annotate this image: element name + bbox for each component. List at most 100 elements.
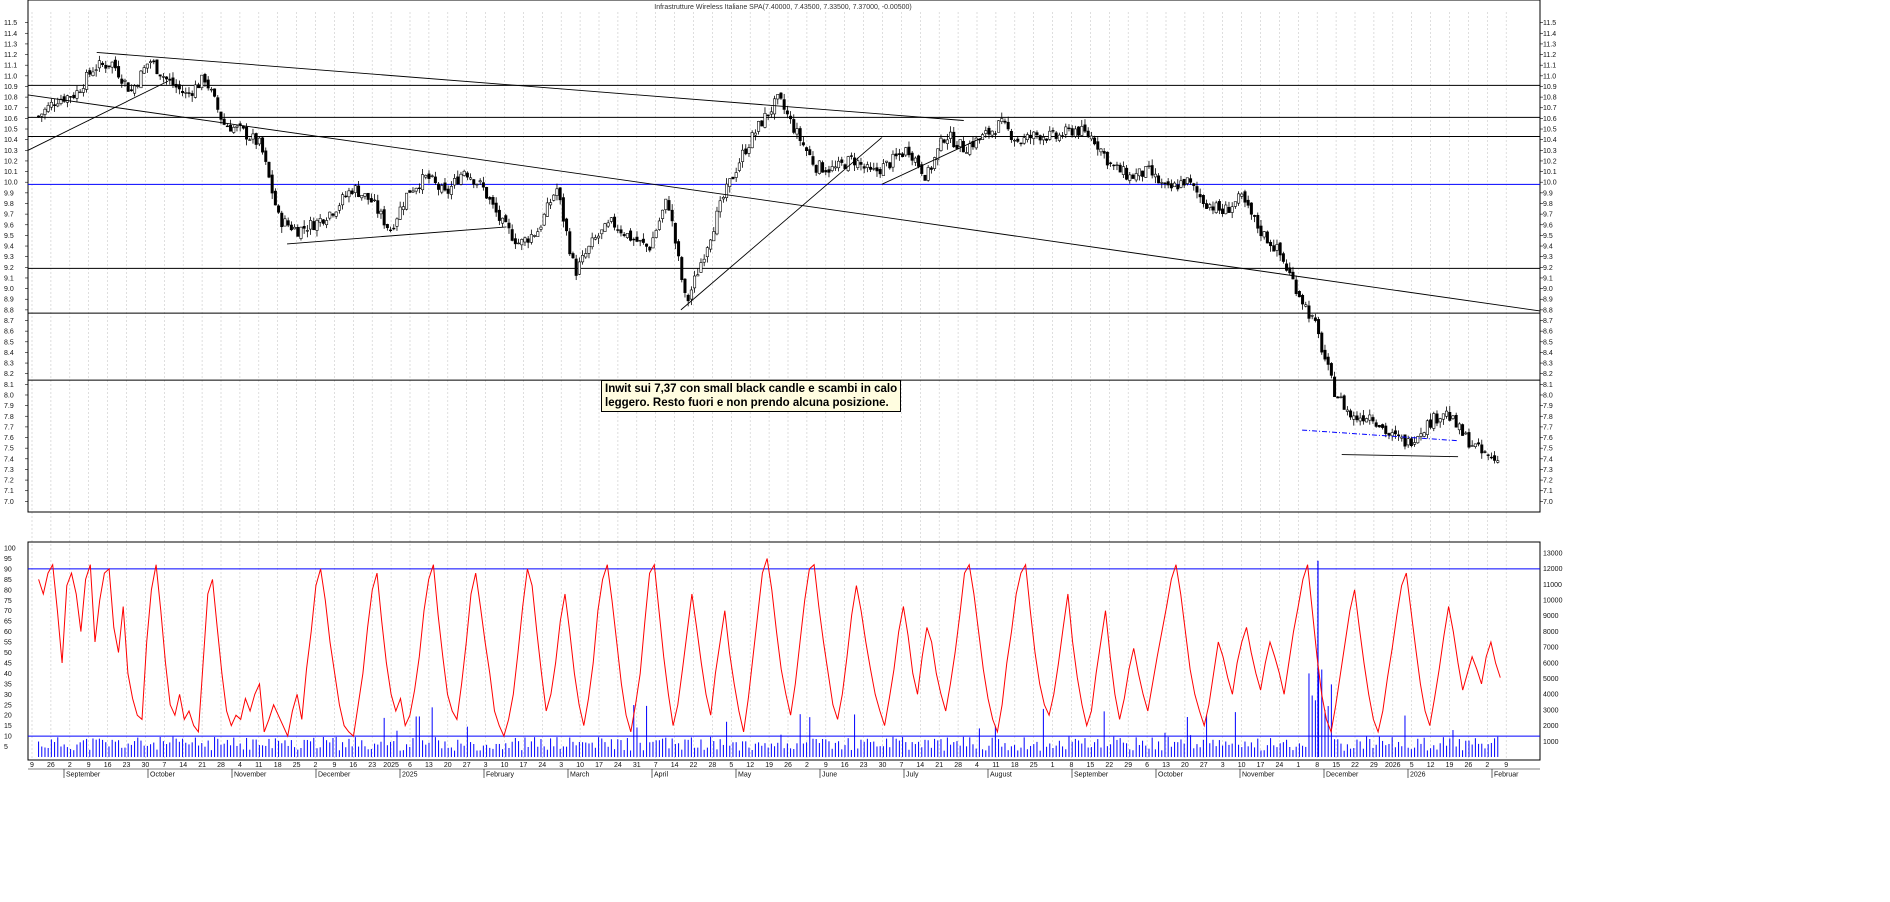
x-day-tick-label: 29 xyxy=(1370,762,1378,769)
y-tick-label-left: 8.5 xyxy=(4,339,14,346)
x-month-label: September xyxy=(66,772,101,779)
y-tick-label-left: 10.0 xyxy=(4,180,18,187)
candle-body xyxy=(827,169,831,173)
candle-body xyxy=(622,234,626,236)
oscillator-frame xyxy=(27,541,1541,761)
candle-body xyxy=(1009,131,1013,140)
candle-body xyxy=(1246,199,1250,206)
candle-body xyxy=(920,164,924,174)
candle-body xyxy=(197,84,201,89)
candle-body xyxy=(667,200,671,211)
candle-body xyxy=(142,67,146,74)
candle-body xyxy=(1323,349,1327,360)
candle-body xyxy=(309,220,313,230)
x-day-tick-label: 11 xyxy=(255,762,262,769)
candle-body xyxy=(1198,194,1202,198)
candle-body xyxy=(1269,241,1273,247)
candle-body xyxy=(1025,134,1029,140)
y-tick-label-right: 10.8 xyxy=(1543,95,1557,102)
candle-body xyxy=(645,243,649,247)
candle-body xyxy=(1342,395,1346,410)
candle-body xyxy=(1109,162,1113,164)
candle-body xyxy=(488,197,492,200)
y-tick-label-left: 8.0 xyxy=(4,392,14,399)
candle-body xyxy=(1355,415,1359,421)
candle-body xyxy=(968,143,972,155)
y-tick-label-right: 8.7 xyxy=(1543,318,1553,325)
candle-body xyxy=(869,166,873,170)
candle-body xyxy=(257,137,261,145)
candle-body xyxy=(552,194,556,201)
candle-body xyxy=(398,206,402,220)
x-day-tick-label: 7 xyxy=(654,762,658,769)
y-tick-label-left: 8.2 xyxy=(4,371,14,378)
candle-body xyxy=(49,101,53,108)
candle-body xyxy=(443,182,447,191)
volume-tick-label: 1000 xyxy=(1543,739,1559,746)
candle-body xyxy=(760,120,764,127)
y-tick-label-left: 9.7 xyxy=(4,212,14,219)
candle-body xyxy=(1265,231,1269,244)
analysis-note-line-1: Inwit sui 7,37 con small black candle e … xyxy=(605,383,898,395)
volume-tick-label: 2000 xyxy=(1543,723,1559,730)
y-tick-label-left: 8.7 xyxy=(4,318,14,325)
x-month-label: December xyxy=(1326,772,1359,779)
candle-body xyxy=(1419,433,1423,437)
candle-body xyxy=(187,92,191,94)
x-day-tick-label: 17 xyxy=(520,762,528,769)
y-tick-label-left: 10.8 xyxy=(4,95,18,102)
volume-tick-label: 5000 xyxy=(1543,676,1559,683)
candle-body xyxy=(862,166,866,169)
candle-body xyxy=(1390,432,1394,437)
candle-body xyxy=(379,210,383,215)
candle-body xyxy=(1349,410,1353,418)
x-day-tick-label: 21 xyxy=(935,762,943,769)
x-day-tick-label: 1 xyxy=(1051,762,1055,769)
candle-body xyxy=(907,146,911,156)
candle-body xyxy=(1048,130,1052,140)
candle-body xyxy=(1387,433,1391,436)
candle-body xyxy=(133,85,137,94)
candle-body xyxy=(113,59,117,69)
y-tick-label-right: 10.9 xyxy=(1543,84,1557,91)
candle-body xyxy=(664,198,668,210)
x-day-tick-label: 2 xyxy=(1485,762,1489,769)
candle-body xyxy=(472,179,476,185)
candle-body xyxy=(261,137,265,153)
candle-body xyxy=(654,230,658,238)
candle-body xyxy=(427,173,431,179)
candle-body xyxy=(875,167,879,172)
y-tick-label-right: 8.6 xyxy=(1543,329,1553,336)
trendline xyxy=(27,80,169,151)
candle-body xyxy=(1112,164,1116,167)
y-tick-label-left: 9.4 xyxy=(4,244,14,251)
candle-body xyxy=(1461,424,1465,436)
candle-body xyxy=(1182,178,1186,186)
y-tick-label-left: 8.9 xyxy=(4,297,14,304)
candle-body xyxy=(491,197,495,205)
y-tick-label-left: 8.1 xyxy=(4,382,14,389)
candle-body xyxy=(709,239,713,250)
x-month-label: October xyxy=(1158,772,1184,779)
candle-body xyxy=(526,238,530,243)
y-tick-label-right: 10.7 xyxy=(1543,105,1557,112)
x-day-tick-label: 16 xyxy=(349,762,357,769)
oscillator-tick-label: 50 xyxy=(4,650,12,657)
candle-body xyxy=(1195,186,1199,193)
candle-body xyxy=(625,233,629,238)
candle-body xyxy=(46,105,50,112)
x-day-tick-label: 9 xyxy=(824,762,828,769)
candle-body xyxy=(1086,130,1090,138)
y-tick-label-left: 8.4 xyxy=(4,350,14,357)
candle-body xyxy=(1393,430,1397,435)
candle-body xyxy=(373,199,377,202)
y-tick-label-left: 11.4 xyxy=(4,31,17,38)
y-tick-label-right: 7.9 xyxy=(1543,403,1553,410)
x-month-label: November xyxy=(1242,772,1275,779)
candle-body xyxy=(837,160,841,169)
candle-body xyxy=(766,114,770,117)
candle-body xyxy=(145,63,149,69)
x-day-tick-label: 14 xyxy=(916,762,924,769)
candle-body xyxy=(686,294,690,302)
candle-body xyxy=(341,194,345,206)
